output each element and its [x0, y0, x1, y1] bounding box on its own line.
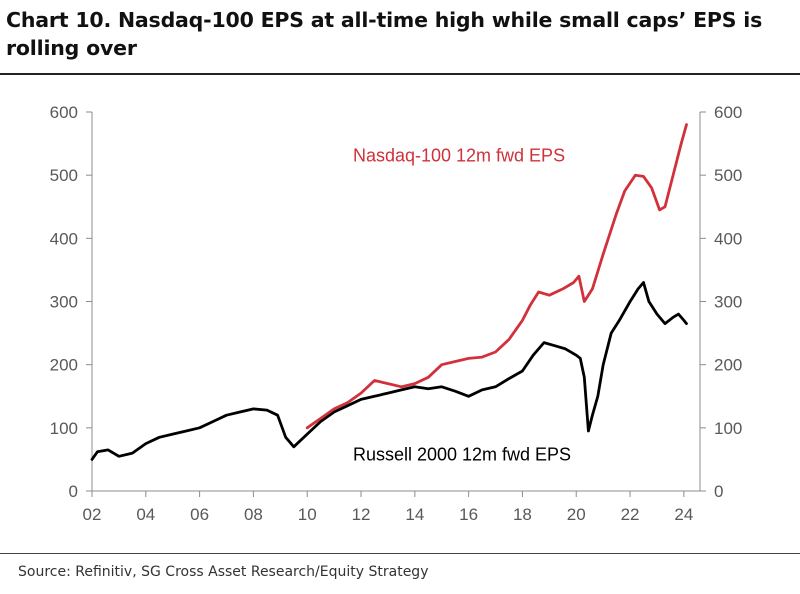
x-tick-label: 18: [513, 505, 532, 524]
x-tick-label: 04: [136, 505, 155, 524]
y-tick-label-right: 200: [714, 356, 742, 375]
y-tick-label-left: 500: [50, 166, 78, 185]
y-tick-label-left: 400: [50, 229, 78, 248]
x-tick-label: 12: [352, 505, 371, 524]
y-tick-label-right: 100: [714, 419, 742, 438]
labels-layer: Nasdaq-100 12m fwd EPS Russell 2000 12m f…: [353, 145, 571, 464]
x-tick-label: 22: [621, 505, 640, 524]
chart-title: Chart 10. Nasdaq-100 EPS at all-time hig…: [6, 8, 763, 60]
y-tick-label-right: 500: [714, 166, 742, 185]
x-tick-label: 02: [83, 505, 102, 524]
x-tick-label: 24: [674, 505, 693, 524]
x-tick-label: 08: [244, 505, 263, 524]
y-tick-label-left: 600: [50, 103, 78, 122]
y-tick-label-left: 200: [50, 356, 78, 375]
y-tick-label-right: 400: [714, 229, 742, 248]
russell-2000-eps-line: [90, 281, 688, 461]
russell-2000-series-label: Russell 2000 12m fwd EPS: [353, 445, 571, 465]
y-tick-label-left: 0: [69, 482, 78, 501]
title-divider: [0, 73, 800, 75]
nasdaq-100-eps-line: [305, 123, 688, 430]
x-tick-label: 14: [405, 505, 424, 524]
x-tick-label: 10: [298, 505, 317, 524]
y-tick-label-right: 600: [714, 103, 742, 122]
source-divider: [0, 553, 800, 554]
y-tick-label-right: 0: [714, 482, 723, 501]
y-tick-label-left: 300: [50, 293, 78, 312]
axes: 0 0 100 100 200 200 300 300 400 400 500 500 600 600 02…: [50, 103, 743, 524]
nasdaq-100-series-label: Nasdaq-100 12m fwd EPS: [353, 145, 565, 165]
series-layer: [90, 123, 688, 461]
y-tick-label-right: 300: [714, 293, 742, 312]
x-tick-label: 20: [567, 505, 586, 524]
x-tick-label: 16: [459, 505, 478, 524]
y-tick-label-left: 100: [50, 419, 78, 438]
source-note: Source: Refinitiv, SG Cross Asset Resear…: [18, 564, 429, 580]
x-tick-label: 06: [190, 505, 209, 524]
